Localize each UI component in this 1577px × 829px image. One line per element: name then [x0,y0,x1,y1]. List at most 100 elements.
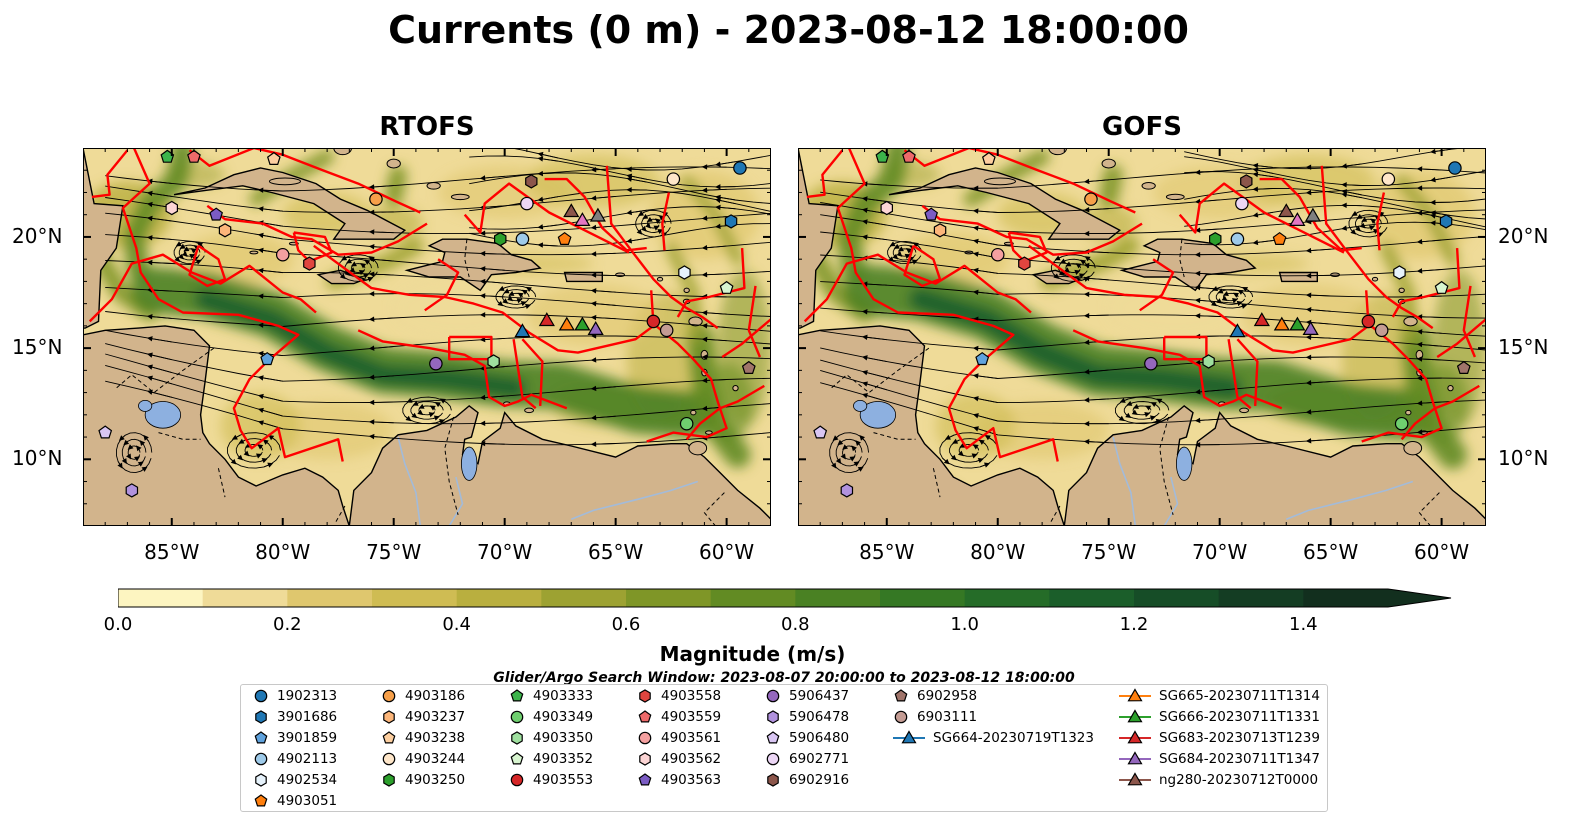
argo-float-marker [209,207,224,221]
speed-patch [1241,154,1376,209]
eez-boundary [463,182,630,254]
argo-float-marker [1230,232,1245,246]
legend-label: 4903186 [405,688,466,704]
streamline-arrow [411,412,418,419]
streamline-arrow [174,256,181,263]
streamline-arrow [433,415,440,421]
streamline-arrow [950,454,957,461]
legend-label: 6902771 [789,751,850,767]
streamline-arrow [368,316,394,322]
streamline-arrow [1378,211,1385,217]
streamline-arrow [1237,289,1244,295]
legend-item: 4903186 [381,686,465,706]
streamline-arrow [516,298,523,304]
eez-boundary [1462,285,1477,358]
streamline-arrow [701,244,727,251]
colorbar-tick: 0.6 [611,614,641,635]
legend-item: 4903333 [509,686,593,706]
legend-marker-icon [638,710,652,723]
streamline-arrow [590,415,616,421]
argo-float-marker [275,247,290,262]
eez-boundary [721,318,771,358]
streamline-arrow [146,336,172,343]
eez-boundary [521,338,544,406]
streamline-arrow [851,445,857,452]
colorbar-outline [118,588,1452,608]
island [705,430,713,435]
streamline-arrow [944,434,955,440]
streamline-arrow [657,229,664,235]
streamline-arrow [701,336,727,343]
argo-float-marker [1434,280,1449,294]
streamline-arrow [257,393,283,402]
argo-float-marker [520,196,534,211]
country-border [703,492,725,526]
glider-marker [589,207,606,222]
streamline-arrow [1232,292,1239,298]
streamline-arrow [1194,313,1220,319]
streamline-arrow [1416,329,1442,335]
eez-boundary [1391,248,1461,318]
legend-label: 4903349 [533,709,594,725]
land [1119,238,1257,292]
legend-item: 6903111 [893,707,977,727]
country-border [158,432,201,440]
argo-float-marker [741,360,756,374]
eez-boundaries [88,148,771,462]
colorbar-segment [541,589,627,607]
legend-label: 6902958 [917,688,978,704]
colorbar-tick: 1.2 [1119,614,1149,635]
map-ticks [83,148,771,526]
legend-marker-icon [893,730,925,744]
legend-marker [639,689,651,703]
streamline-arrow [1083,397,1109,403]
streamline-arrow [861,334,887,341]
island [249,250,259,255]
streamline-arrow [146,190,172,197]
streamline-arrow [1212,285,1220,291]
legend-label: ng280-20230712T0000 [1159,772,1319,788]
streamline-arrow [701,187,727,193]
glider-marker [538,312,555,327]
streamline-arrow [1430,176,1451,183]
streamline-arrow [479,175,505,181]
argo-float-marker [1381,172,1396,186]
legend-marker-icon [1119,751,1151,765]
legend-marker [383,773,395,787]
streamline-arrow [189,253,196,259]
streamline-arrow [897,246,904,252]
streamline-arrow [1194,270,1220,277]
gofs-map[interactable] [798,148,1486,526]
eez-boundary [1139,258,1175,312]
streamline-arrow [1355,225,1361,232]
streamline-arrow [404,415,412,422]
streamline-arrow [701,435,727,441]
streamline-arrow [360,263,367,269]
colorbar-segment [118,589,204,607]
streamline-arrow [229,457,237,465]
streamline-arrow [1131,409,1138,416]
argo-float-marker [487,354,500,369]
streamline-arrow [368,256,394,263]
colorbar-segment [795,589,881,607]
streamline-arrow [479,440,505,447]
streamline-arrow [341,255,349,261]
streamline-arrow [268,434,277,441]
streamline-arrow [972,396,998,404]
streamline-arrow [363,273,370,279]
lat-tick-label-right: 20°N [1498,223,1549,248]
legend-label: 4903238 [405,730,466,746]
legend-marker-icon [254,752,268,766]
streamline-arrow [121,458,127,465]
streamline-arrow [1305,247,1331,254]
streamline-arrow [590,314,616,321]
country-border [1159,416,1174,516]
glider-marker [1289,316,1306,331]
streamline-arrow [257,407,283,417]
rtofs-map[interactable] [83,148,771,526]
legend-label: 4902534 [277,772,338,788]
streamline-arrow [1222,290,1229,296]
streamline-arrow [1416,400,1442,406]
streamline-arrow [417,409,424,416]
streamline-arrow [701,377,727,384]
